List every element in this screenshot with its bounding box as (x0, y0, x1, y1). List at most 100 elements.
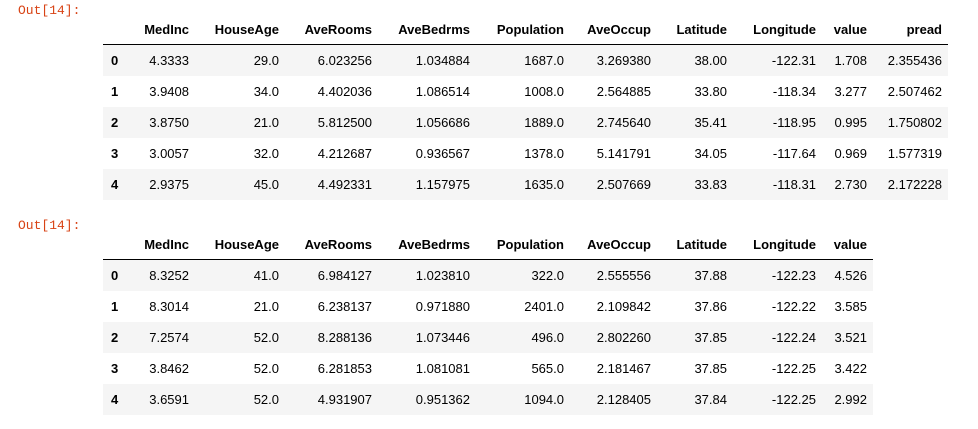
cell: 1.034884 (415, 53, 470, 68)
cell: 3.0057 (149, 146, 189, 161)
cell: 3.521 (834, 330, 867, 345)
data-row: 4 3.6591 52.0 4.931907 0.951362 1094.0 2.12840… (103, 384, 873, 415)
cell: -122.23 (771, 268, 816, 283)
column-header: AveBedrms (378, 15, 476, 45)
table-header: MedInc HouseAge AveRooms AveBedrms Populatio… (103, 15, 948, 45)
column-header: Latitude (657, 15, 733, 45)
cell: 3.8462 (149, 361, 189, 376)
cell: 1.086514 (415, 84, 470, 99)
column-header: HouseAge (195, 230, 285, 260)
cell: 1.750802 (887, 115, 942, 130)
cell: 37.88 (694, 268, 727, 283)
column-header: AveOccup (570, 230, 657, 260)
cell: 3.277 (834, 84, 867, 99)
cell: 21.0 (253, 115, 279, 130)
column-header: AveRooms (285, 15, 378, 45)
cell: 8.3014 (149, 299, 189, 314)
cell: 0.969 (834, 146, 867, 161)
column-header: Population (476, 15, 570, 45)
cell: 2.507462 (887, 84, 942, 99)
cell: 8.288136 (317, 330, 372, 345)
data-row: 2 7.2574 52.0 8.288136 1.073446 496.0 2.802260… (103, 322, 873, 353)
cell: 52.0 (253, 361, 279, 376)
cell: -118.31 (772, 177, 816, 192)
cell: 29.0 (253, 53, 279, 68)
output-prompt: Out[14]: (18, 218, 81, 233)
cell: 37.85 (694, 330, 727, 345)
cell: 4.492331 (317, 177, 372, 192)
column-header: Longitude (733, 15, 822, 45)
cell: 1378.0 (524, 146, 564, 161)
cell: 3.8750 (149, 115, 189, 130)
cell: -122.24 (771, 330, 816, 345)
cell: 1.081081 (415, 361, 470, 376)
cell: 1008.0 (524, 84, 564, 99)
cell: 3.9408 (149, 84, 189, 99)
dataframe: MedInc HouseAge AveRooms AveBedrms Populatio… (103, 15, 948, 200)
row-index: 0 (111, 53, 119, 68)
cell: 21.0 (253, 299, 279, 314)
cell: 1.056686 (415, 115, 470, 130)
cell: 3.422 (834, 361, 867, 376)
cell: 1635.0 (524, 177, 564, 192)
cell: 32.0 (253, 146, 279, 161)
column-header: MedInc (125, 230, 195, 260)
cell: 52.0 (253, 392, 279, 407)
cell: 322.0 (531, 268, 564, 283)
column-header: Latitude (657, 230, 733, 260)
data-row: 2 3.8750 21.0 5.812500 1.056686 1889.0 2.74564… (103, 107, 948, 138)
cell: -122.25 (771, 361, 816, 376)
cell: 4.402036 (317, 84, 372, 99)
column-header: pread (873, 15, 948, 45)
cell: 52.0 (253, 330, 279, 345)
cell: 1.073446 (415, 330, 470, 345)
column-header: Longitude (733, 230, 822, 260)
cell: 2.564885 (596, 84, 651, 99)
column-header: value (822, 15, 873, 45)
cell: 3.6591 (149, 392, 189, 407)
column-header: HouseAge (195, 15, 285, 45)
cell: 2.507669 (596, 177, 651, 192)
cell: 0.995 (834, 115, 867, 130)
cell: 4.212687 (317, 146, 372, 161)
cell: 2.992 (834, 392, 867, 407)
cell: 2.555556 (596, 268, 651, 283)
cell: 2.181467 (596, 361, 651, 376)
cell: -118.34 (772, 84, 816, 99)
data-row: 1 8.3014 21.0 6.238137 0.971880 2401.0 2.10984… (103, 291, 873, 322)
index-header (103, 15, 125, 45)
cell: 7.2574 (149, 330, 189, 345)
cell: 6.238137 (317, 299, 372, 314)
table-body: 0 8.3252 41.0 6.984127 1.023810 322.0 2.555556… (103, 259, 873, 415)
column-header: AveOccup (570, 15, 657, 45)
cell: 0.951362 (415, 392, 470, 407)
row-index: 4 (111, 392, 119, 407)
cell: 33.83 (694, 177, 727, 192)
cell: 2.355436 (887, 53, 942, 68)
row-index: 4 (111, 177, 119, 192)
cell: 1687.0 (524, 53, 564, 68)
cell: 2401.0 (524, 299, 564, 314)
cell: -122.25 (771, 392, 816, 407)
cell: 3.269380 (596, 53, 651, 68)
cell: 2.128405 (596, 392, 651, 407)
row-index: 3 (111, 146, 119, 161)
data-row: 3 3.0057 32.0 4.212687 0.936567 1378.0 5.14179… (103, 138, 948, 169)
cell: 34.0 (253, 84, 279, 99)
row-index: 3 (111, 361, 119, 376)
cell: 38.00 (694, 53, 727, 68)
data-row: 0 4.3333 29.0 6.023256 1.034884 1687.0 3.26938… (103, 44, 948, 76)
table-body: 0 4.3333 29.0 6.023256 1.034884 1687.0 3.26938… (103, 44, 948, 200)
cell: 5.812500 (317, 115, 372, 130)
cell: 2.730 (834, 177, 867, 192)
cell: 34.05 (694, 146, 727, 161)
cell: 1.577319 (887, 146, 942, 161)
header-row: MedInc HouseAge AveRooms AveBedrms Populatio… (103, 230, 873, 260)
cell: 6.984127 (317, 268, 372, 283)
cell: 33.80 (694, 84, 727, 99)
data-row: 0 8.3252 41.0 6.984127 1.023810 322.0 2.555556… (103, 259, 873, 291)
cell: 37.85 (694, 361, 727, 376)
output-prompt: Out[14]: (18, 3, 81, 18)
cell: 2.172228 (887, 177, 942, 192)
cell: 41.0 (253, 268, 279, 283)
